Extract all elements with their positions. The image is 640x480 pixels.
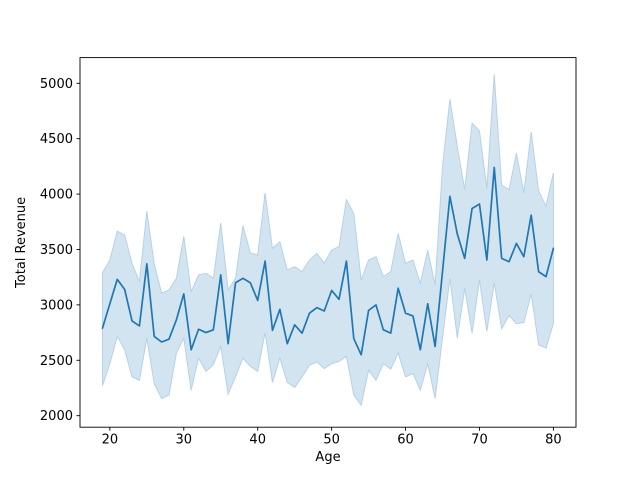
- x-axis-label: Age: [315, 450, 340, 465]
- y-tick-label: 4000: [40, 188, 73, 203]
- y-tick-label: 3000: [40, 298, 73, 313]
- x-axis: 20 30 40 50 60 70 80: [102, 427, 562, 448]
- x-tick-label: 70: [471, 433, 488, 448]
- confidence-band: [101, 74, 554, 407]
- y-tick-label: 2500: [40, 354, 73, 369]
- x-tick-label: 30: [176, 433, 193, 448]
- y-axis-label: Total Revenue: [14, 197, 29, 289]
- y-tick-label: 4500: [40, 132, 73, 147]
- y-tick-label: 3500: [40, 243, 73, 258]
- x-tick-label: 80: [545, 433, 562, 448]
- y-tick-label: 5000: [40, 77, 73, 92]
- y-axis: 2000 2500 3000 3500 4000 4500 5000: [40, 77, 80, 424]
- x-tick-label: 60: [397, 433, 414, 448]
- y-tick-label: 2000: [40, 409, 73, 424]
- x-tick-label: 50: [323, 433, 340, 448]
- plot-border: [79, 57, 577, 428]
- x-tick-label: 40: [249, 433, 266, 448]
- x-tick-label: 20: [102, 433, 119, 448]
- revenue-line: [101, 166, 555, 356]
